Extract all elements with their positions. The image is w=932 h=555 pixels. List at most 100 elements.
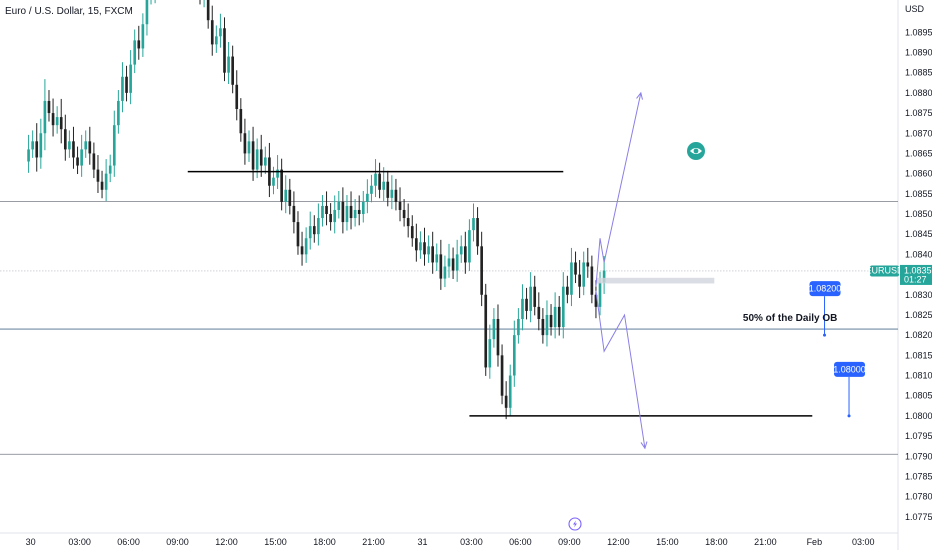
- price-tick-label: 1.08500: [905, 209, 932, 219]
- candle-body: [394, 189, 398, 202]
- candle-body: [353, 209, 357, 219]
- price-tick-label: 1.08450: [905, 229, 932, 239]
- price-tick-label: 1.08750: [905, 108, 932, 118]
- target-down-text: 1.08000: [833, 364, 866, 374]
- candle-body: [594, 294, 598, 307]
- candle-body: [145, 0, 149, 25]
- time-tick-label: 03:00: [68, 537, 91, 547]
- candle-body: [496, 318, 500, 356]
- price-tick-label: 1.08700: [905, 128, 932, 138]
- candle-body: [100, 181, 104, 190]
- price-tick-label: 1.08300: [905, 290, 932, 300]
- candle-body: [402, 209, 406, 219]
- candle-body: [361, 201, 365, 215]
- candle-body: [92, 153, 96, 170]
- candle-body: [521, 298, 524, 319]
- price-tick-label: 1.08550: [905, 189, 932, 199]
- horizontal-lines: [0, 201, 898, 455]
- time-tick-label: 09:00: [166, 537, 189, 547]
- candle-body: [598, 282, 602, 307]
- candle-body: [84, 141, 88, 150]
- candle-body: [312, 226, 316, 235]
- currency-label: USD: [905, 4, 925, 14]
- candle-body: [488, 339, 492, 368]
- candle-body: [415, 238, 418, 251]
- candle-body: [586, 262, 590, 267]
- candle-body: [476, 218, 479, 247]
- candle-body: [276, 169, 279, 178]
- candle-body: [308, 226, 312, 239]
- candle-body: [206, 0, 210, 21]
- candle-body: [431, 246, 434, 263]
- candle-body: [480, 246, 483, 295]
- time-tick-label: 03:00: [460, 537, 483, 547]
- candle-body: [447, 258, 451, 267]
- candle-body: [108, 165, 112, 174]
- time-tick-label: 12:00: [607, 537, 630, 547]
- time-tick-label: 15:00: [264, 537, 287, 547]
- candle-body: [317, 218, 320, 235]
- projection-down-arrow: [595, 290, 646, 449]
- price-tick-label: 1.08200: [905, 330, 932, 340]
- candle-body: [47, 100, 51, 114]
- chart-title: Euro / U.S. Dollar, 15, FXCM: [5, 6, 133, 17]
- candle-body: [272, 177, 275, 186]
- current-price-text: 1.08359: [904, 265, 932, 275]
- candle-body: [292, 205, 296, 223]
- symbol-label: EURUSD: [865, 265, 904, 275]
- price-zone: [595, 277, 715, 284]
- candle-body: [419, 242, 422, 251]
- candle-body: [500, 355, 504, 396]
- candle-body: [557, 306, 561, 328]
- price-tick-label: 1.07950: [905, 431, 932, 441]
- candle-body: [492, 318, 496, 340]
- candle-body: [76, 157, 79, 166]
- time-tick-label: 21:00: [754, 537, 777, 547]
- candle-body: [59, 117, 63, 130]
- price-tick-label: 1.08950: [905, 27, 932, 37]
- candle-body: [582, 262, 586, 287]
- candle-body: [378, 173, 381, 190]
- candle-body: [435, 254, 439, 263]
- price-tick-label: 1.07750: [905, 512, 932, 522]
- target-down-label: 1.08000: [833, 361, 866, 377]
- time-tick-label: 31: [417, 537, 427, 547]
- price-tick-label: 1.08650: [905, 148, 932, 158]
- lightning-icon[interactable]: [568, 517, 582, 531]
- target-down-dot: [847, 414, 851, 418]
- candle-body: [263, 157, 267, 166]
- candle-body: [137, 40, 141, 49]
- time-tick-label: 06:00: [509, 537, 532, 547]
- price-tick-label: 1.08050: [905, 391, 932, 401]
- projection-up-arrow-head: [636, 91, 643, 100]
- candle-body: [255, 149, 259, 170]
- candle-body: [72, 141, 75, 158]
- current-price-tag: EURUSD 1.08359 01:27: [865, 264, 932, 285]
- candle-body: [80, 149, 83, 166]
- price-tick-label: 1.08100: [905, 371, 932, 381]
- candle-body: [541, 318, 545, 336]
- candle-body: [545, 314, 549, 336]
- price-tick-label: 1.08600: [905, 169, 932, 179]
- candle-body: [215, 36, 218, 45]
- time-tick-label: Feb: [807, 537, 823, 547]
- candle-body: [96, 169, 100, 182]
- price-tick-label: 1.08250: [905, 310, 932, 320]
- candle-body: [508, 375, 512, 408]
- time-axis[interactable]: 30 03:00 06:00 09:00 12:00 15:00 18:00 21:00 31 0…: [26, 537, 875, 547]
- candle-body: [590, 266, 594, 295]
- time-tick-label: 12:00: [215, 537, 238, 547]
- candle-body: [472, 218, 475, 231]
- time-tick-label: 30: [26, 537, 36, 547]
- candle-body: [231, 56, 234, 85]
- candle-body: [439, 254, 443, 279]
- candle-body: [63, 129, 67, 150]
- candle-body: [333, 209, 337, 223]
- candle-body: [602, 270, 606, 283]
- eye-icon[interactable]: [687, 142, 705, 160]
- candle-body: [280, 169, 283, 202]
- target-up-text: 1.08200: [809, 284, 842, 294]
- candle-body: [370, 185, 373, 194]
- candle-body: [464, 246, 467, 263]
